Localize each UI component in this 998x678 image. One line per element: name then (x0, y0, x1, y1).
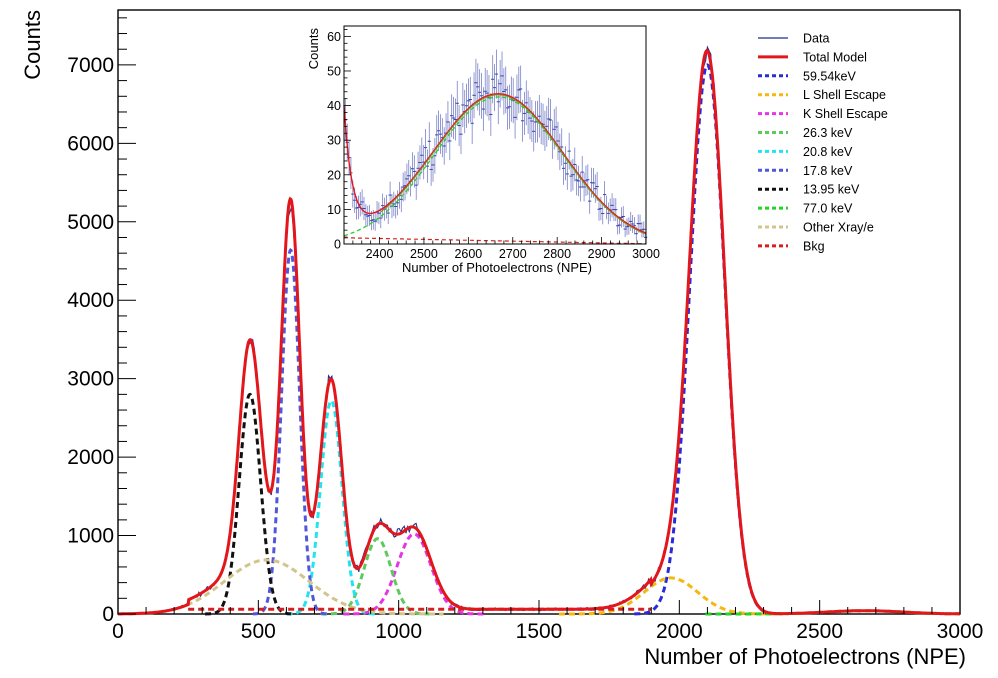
inset-x-tick-label: 2400 (366, 247, 394, 261)
x-tick-label: 0 (112, 620, 124, 643)
x-tick-label: 2000 (656, 620, 703, 643)
inset-y-tick-label: 50 (327, 64, 341, 78)
inset-y-tick-label: 10 (327, 203, 341, 217)
y-tick-label: 6000 (67, 132, 114, 155)
legend-label: Data (803, 32, 829, 46)
legend-label: K Shell Escape (803, 107, 888, 121)
inset-77kev-model-curve (380, 94, 647, 235)
legend-label: Total Model (803, 50, 867, 64)
x-tick-label: 500 (241, 620, 276, 643)
inset-y-axis-title: Counts (306, 28, 321, 70)
inset-y-tick-label: 60 (327, 30, 341, 44)
inset-x-tick-label: 2600 (454, 247, 482, 261)
y-tick-label: 5000 (67, 211, 114, 234)
y-tick-label: 7000 (67, 54, 114, 77)
component-curve-17-8-kev (252, 247, 329, 616)
inset-x-tick-label: 2800 (543, 247, 571, 261)
main-y-axis-title: Counts (20, 10, 45, 80)
component-curve-l-shell-escape (558, 576, 783, 616)
inset-chart (343, 49, 648, 245)
legend-label: 17.8 keV (803, 164, 853, 178)
y-tick-label: 3000 (67, 368, 114, 391)
legend-label: 20.8 keV (803, 145, 853, 159)
x-tick-label: 1500 (516, 620, 563, 643)
legend-label: 13.95 keV (803, 183, 860, 197)
x-tick-label: 2500 (796, 620, 843, 643)
inset-x-axis-title: Number of Photoelectrons (NPE) (402, 260, 592, 275)
inset-77kev-curve (343, 96, 647, 237)
inset-x-tick-label: 2500 (410, 247, 438, 261)
inset-x-tick-label: 3000 (632, 247, 660, 261)
legend-label: Bkg (803, 239, 825, 253)
x-tick-label: 3000 (937, 620, 984, 643)
y-tick-label: 1000 (67, 525, 114, 548)
inset-y-tick-label: 0 (334, 238, 341, 252)
y-tick-label: 4000 (67, 289, 114, 312)
inset-y-tick-label: 20 (327, 168, 341, 182)
inset-data-histogram (343, 49, 648, 244)
inset-y-axis: 0 10 20 30 40 50 60 (327, 29, 351, 252)
main-x-axis-title: Number of Photoelectrons (NPE) (644, 644, 966, 669)
y-tick-label: 0 (102, 603, 114, 626)
inset-x-axis: 2400 2500 2600 2700 2800 2900 3000 (352, 237, 660, 261)
inset-total-model-curve (343, 93, 647, 234)
main-y-axis: 0 1000 2000 3000 4000 5000 6000 7000 (67, 17, 136, 626)
inset-x-tick-label: 2700 (499, 247, 527, 261)
legend-label: 26.3 keV (803, 126, 853, 140)
inset-y-tick-label: 40 (327, 99, 341, 113)
y-tick-label: 2000 (67, 446, 114, 469)
inset-x-tick-label: 2900 (588, 247, 616, 261)
inset-background (344, 26, 646, 244)
inset-y-tick-label: 30 (327, 134, 341, 148)
x-tick-label: 1000 (375, 620, 422, 643)
legend-label: Other Xray/e (803, 221, 874, 235)
main-x-axis: 0 500 1000 1500 2000 2500 3000 (112, 600, 983, 643)
legend-label: 77.0 keV (803, 202, 853, 216)
legend: Data Total Model 59.54keV L Shell Escape K S… (758, 32, 888, 253)
component-curve-k-shell-escape (343, 532, 485, 616)
inset-bkg-curve (344, 237, 646, 245)
legend-label: L Shell Escape (803, 88, 886, 102)
legend-label: 59.54keV (803, 69, 856, 83)
